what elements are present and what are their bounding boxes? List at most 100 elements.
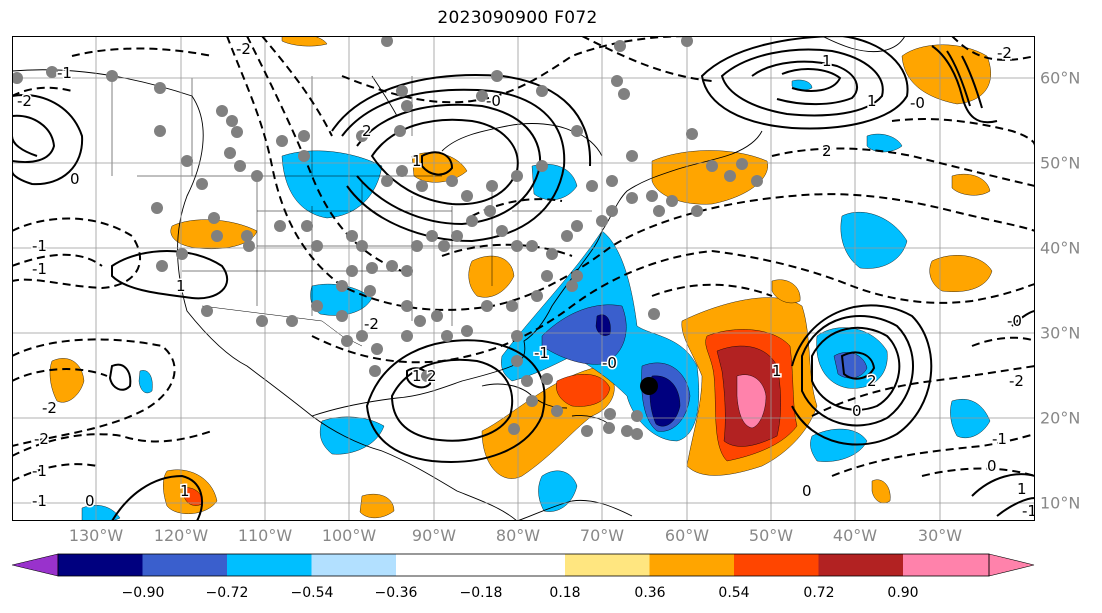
- colorbar-tick-label: −0.90: [121, 585, 165, 601]
- colorbar-segment: [818, 554, 903, 576]
- negative-anomaly-area: [138, 370, 153, 394]
- colorbar-segment: [58, 554, 143, 576]
- colorbar-segment: [649, 554, 734, 576]
- shading-layer: [49, 36, 993, 521]
- contour-label: -1: [992, 430, 1007, 448]
- colorbar-frame: [57, 553, 990, 577]
- contour-label: 1: [412, 367, 422, 385]
- colorbar-tick-label: −0.36: [374, 585, 418, 601]
- lon-label: 130°W: [68, 526, 124, 545]
- negative-anomaly-area: [531, 164, 578, 201]
- contour-label: -1: [32, 237, 47, 255]
- lon-label: 100°W: [321, 526, 377, 545]
- contour-label: -0: [910, 94, 925, 112]
- contour-label: 1: [867, 92, 877, 110]
- colorbar-segment: [311, 554, 396, 576]
- positive-anomaly-area: [929, 255, 993, 292]
- lon-label: 110°W: [237, 526, 293, 545]
- positive-anomaly-area: [901, 44, 991, 105]
- colorbar-tick-label: −0.18: [459, 585, 503, 601]
- contour-label: -2: [364, 315, 379, 333]
- colorbar-tick-label: −0.72: [205, 585, 249, 601]
- observation-dots: [12, 36, 763, 440]
- lat-label: 10°N: [1040, 493, 1081, 513]
- positive-anomaly-area: [359, 493, 395, 519]
- positive-anomaly-area: [281, 36, 328, 47]
- colorbar-tick-label: 0.54: [718, 585, 750, 601]
- lon-label: 40°W: [832, 526, 878, 545]
- negative-anomaly-area: [950, 399, 991, 439]
- lat-label: 40°N: [1040, 238, 1081, 258]
- lon-label: 120°W: [153, 526, 209, 545]
- positive-anomaly-area: [49, 358, 85, 403]
- colorbar-tick-label: 0.18: [549, 585, 581, 601]
- lon-label: 50°W: [748, 526, 794, 545]
- negative-anomaly-area: [840, 212, 908, 269]
- contour-label: 1: [1017, 480, 1027, 498]
- lon-label: 60°W: [664, 526, 710, 545]
- contour-label: -2: [1009, 372, 1024, 390]
- map-frame: [12, 36, 1035, 521]
- colorbar-segment: [734, 554, 819, 576]
- contour-label: -1: [1022, 502, 1035, 520]
- colorbar: [12, 553, 1035, 577]
- contour-label: 2: [822, 142, 832, 160]
- map-panel: -1 -2 -2 0 -0 -1 1 2 -1 1 -2 -2 0 1 -2 -…: [12, 36, 1035, 521]
- contour-label: 0: [987, 457, 997, 475]
- colorbar-segment: [142, 554, 227, 576]
- colorbar-tick-label: 0.90: [887, 585, 919, 601]
- colorbar-tick-label: −0.54: [290, 585, 334, 601]
- negative-anomaly-area: [319, 416, 385, 455]
- contour-label: -0: [1007, 312, 1022, 330]
- contour-label: -1: [32, 492, 47, 510]
- contour-label: -1: [32, 462, 47, 480]
- contour-label: 2: [427, 367, 437, 385]
- colorbar-segment: [903, 554, 989, 576]
- contour-label: 0: [802, 482, 812, 500]
- colorbar-extend-high: [988, 553, 1035, 577]
- positive-anomaly-area: [556, 374, 611, 407]
- contour-label: 0: [852, 402, 862, 420]
- contour-label: -0: [486, 92, 501, 110]
- contour-label: -2: [17, 92, 32, 110]
- storm-center-marker: [640, 377, 658, 395]
- colorbar-segment: [396, 554, 565, 576]
- contour-label: -1: [57, 64, 72, 82]
- negative-anomaly-area: [281, 150, 383, 219]
- positive-contours: [12, 36, 1035, 521]
- map-title: 2023090900 F072: [437, 8, 598, 28]
- colorbar-segment: [565, 554, 650, 576]
- positive-anomaly-area: [736, 374, 767, 429]
- colorbar-tick-label: 0.72: [803, 585, 835, 601]
- contour-label: -0: [602, 354, 617, 372]
- contour-label: -1: [534, 344, 549, 362]
- negative-anomaly-area: [595, 314, 611, 336]
- contour-label: -1: [32, 260, 47, 278]
- contour-labels: -1 -2 -2 0 -0 -1 1 2 -1 1 -2 -2 0 1 -2 -…: [16, 39, 1036, 522]
- lat-label: 60°N: [1040, 68, 1081, 88]
- colorbar-extend-low: [12, 553, 59, 577]
- contour-label: -2: [42, 399, 57, 417]
- contour-label: 0: [85, 492, 95, 510]
- positive-anomaly-area: [771, 279, 801, 304]
- contour-label: 1: [412, 152, 422, 170]
- contour-label: 1: [180, 482, 190, 500]
- positive-anomaly-area: [951, 173, 991, 196]
- contour-label: 1: [772, 362, 782, 380]
- lon-label: 80°W: [495, 526, 541, 545]
- negative-anomaly-area: [538, 470, 578, 512]
- lat-label: 50°N: [1040, 153, 1081, 173]
- contour-label: 1: [822, 52, 832, 70]
- contour-label: 1: [176, 277, 186, 295]
- lon-label: 30°W: [917, 526, 963, 545]
- positive-anomaly-area: [468, 255, 515, 298]
- contour-label: 2: [362, 122, 372, 140]
- lon-label: 70°W: [579, 526, 625, 545]
- lon-label: 90°W: [411, 526, 457, 545]
- positive-anomaly-area: [871, 479, 891, 504]
- contour-label: -2: [34, 430, 49, 448]
- contour-label: 0: [70, 170, 80, 188]
- contour-label: -2: [236, 40, 251, 58]
- colorbar-segment: [227, 554, 312, 576]
- lat-label: 30°N: [1040, 323, 1081, 343]
